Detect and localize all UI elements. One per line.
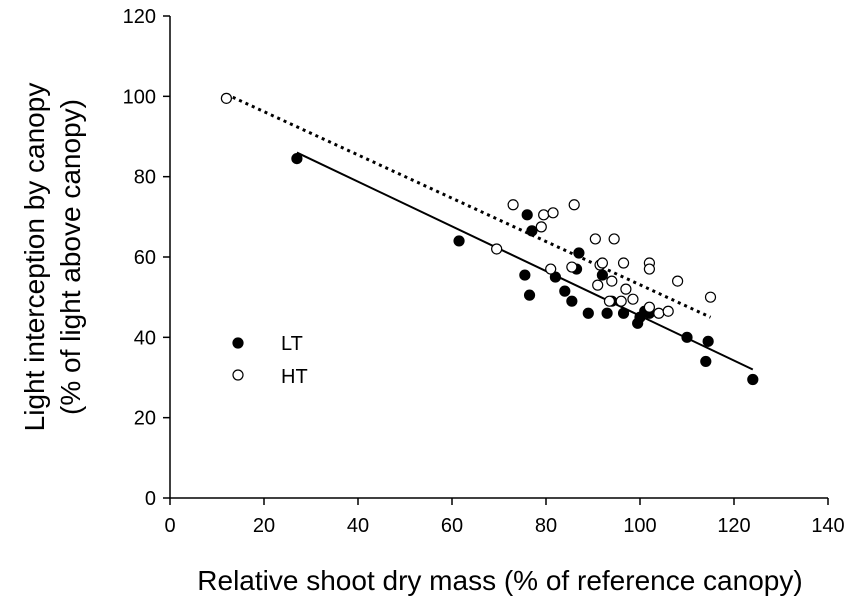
data-points <box>220 92 759 386</box>
y-tick-label: 60 <box>134 247 156 269</box>
point-lt <box>559 285 571 297</box>
x-tick-label: 100 <box>623 515 656 537</box>
point-ht <box>615 295 627 307</box>
y-tick-label: 40 <box>134 327 156 349</box>
y-tick-label: 120 <box>123 6 156 28</box>
y-tick-label: 80 <box>134 167 156 189</box>
x-tick-label: 20 <box>253 515 275 537</box>
point-ht <box>671 275 684 287</box>
point-ht <box>704 291 717 303</box>
point-ht <box>535 221 547 233</box>
x-tick-label: 0 <box>164 515 175 537</box>
x-axis-title: Relative shoot dry mass (% of reference … <box>197 565 802 596</box>
point-lt <box>566 295 578 307</box>
fit-line-lt <box>296 151 754 371</box>
point-ht <box>220 92 232 104</box>
point-ht <box>608 233 620 245</box>
point-lt <box>291 152 303 165</box>
point-ht <box>627 293 639 305</box>
point-ht <box>620 283 632 295</box>
x-tick-label: 60 <box>441 515 463 537</box>
point-lt <box>601 307 613 319</box>
point-ht <box>643 301 656 313</box>
legend: LT HT <box>232 333 308 388</box>
point-ht <box>589 233 601 245</box>
x-tick-label: 120 <box>717 515 750 537</box>
x-tick-label: 40 <box>347 515 369 537</box>
point-lt <box>700 355 712 368</box>
point-ht <box>643 263 656 275</box>
y-tick-label: 20 <box>134 408 156 430</box>
point-ht <box>566 261 578 273</box>
point-ht <box>606 275 618 287</box>
y-tick-label: 0 <box>145 488 156 510</box>
point-ht <box>662 305 674 317</box>
ticks: 0 20 40 60 80 100 120 140 0 20 40 60 80 100 120 <box>123 6 845 537</box>
point-lt <box>526 225 538 237</box>
point-lt <box>453 235 465 247</box>
point-ht <box>592 279 604 291</box>
point-lt <box>702 335 714 347</box>
point-lt <box>521 209 533 221</box>
point-ht <box>507 199 519 211</box>
point-ht <box>547 207 559 219</box>
y-axis-title-line1: Light interception by canopy <box>19 83 50 432</box>
point-ht <box>491 243 503 255</box>
point-lt <box>523 289 536 301</box>
y-tick-label: 100 <box>123 86 156 108</box>
y-axis-title-line2: (% of light above canopy) <box>55 99 86 415</box>
point-ht <box>603 295 616 307</box>
point-lt <box>681 331 693 343</box>
point-lt <box>596 269 609 281</box>
point-lt <box>582 307 594 319</box>
legend-label-ht: HT <box>281 366 308 388</box>
point-lt <box>519 269 531 281</box>
point-lt <box>573 247 585 259</box>
axes <box>169 16 828 499</box>
legend-marker-lt <box>232 337 244 349</box>
legend-label-lt: LT <box>281 333 303 355</box>
fit-lines <box>225 92 754 371</box>
point-ht <box>545 263 557 275</box>
legend-marker-ht <box>232 369 244 381</box>
point-ht <box>538 209 550 221</box>
point-ht <box>617 257 630 269</box>
point-ht <box>653 307 665 319</box>
x-tick-label: 140 <box>811 515 844 537</box>
point-ht <box>596 257 609 269</box>
point-ht <box>568 199 580 211</box>
point-lt <box>747 373 759 386</box>
point-lt <box>617 307 630 319</box>
fit-line-ht <box>225 92 712 319</box>
x-tick-label: 80 <box>535 515 557 537</box>
